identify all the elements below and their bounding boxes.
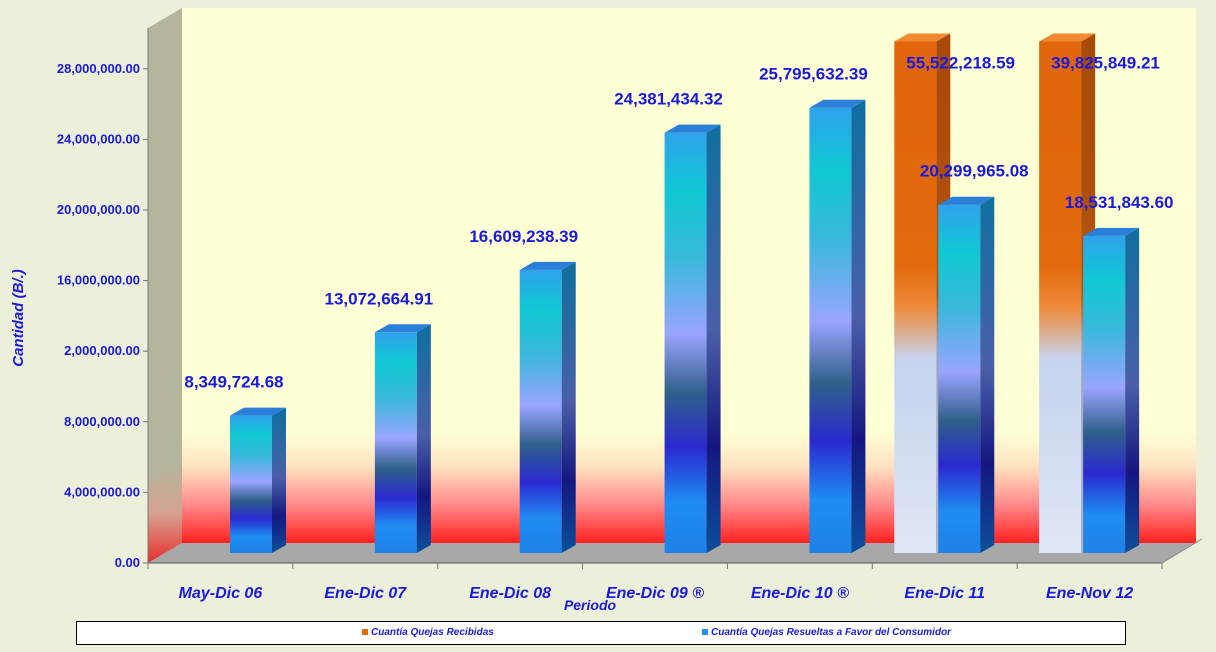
y-tick-label: 0.00: [115, 555, 140, 570]
data-label-received: 39,825,849.21: [1051, 53, 1160, 72]
bar-received-front: [894, 41, 937, 553]
bar-resolved: [809, 99, 866, 553]
bar-received-front: [1039, 41, 1082, 553]
bar-resolved: [1083, 227, 1140, 553]
y-tick-label: 20,000,000.00: [57, 202, 140, 217]
bar-resolved-side: [416, 324, 431, 553]
bar-resolved-side: [706, 124, 721, 553]
data-label-resolved: 18,531,843.60: [1065, 193, 1174, 212]
legend-label-resolved: Cuantía Quejas Resueltas a Favor del Con…: [711, 627, 952, 638]
x-axis-title: Periodo: [564, 597, 617, 613]
y-tick-label: 4,000,000.00: [64, 484, 140, 499]
bar-resolved-side: [1125, 227, 1140, 553]
legend-item-resolved: Cuantía Quejas Resueltas a Favor del Con…: [702, 627, 951, 638]
legend-item-received: Cuantía Quejas Recibidas: [362, 627, 494, 638]
data-label-resolved: 25,795,632.39: [759, 65, 868, 84]
data-label-resolved: 16,609,238.39: [469, 227, 578, 246]
bars: [230, 33, 1140, 554]
bar-resolved-top: [1083, 227, 1140, 236]
data-label-received: 55,522,218.59: [906, 53, 1015, 72]
legend-label-received: Cuantía Quejas Recibidas: [371, 627, 494, 638]
bar-received-top: [1039, 33, 1096, 42]
floor-right-edge: [1161, 538, 1203, 564]
legend: Cuantía Quejas Recibidas Cuantía Quejas …: [76, 621, 1126, 645]
y-tick-label: 2,000,000.00: [64, 343, 140, 358]
bar-resolved-side: [272, 407, 286, 553]
bar-resolved-top: [664, 124, 721, 133]
data-label-resolved: 13,072,664.91: [324, 289, 433, 308]
bar-resolved-top: [938, 196, 995, 205]
bar-resolved-top: [230, 407, 286, 416]
data-label-resolved: 20,299,965.08: [920, 162, 1029, 181]
bar-resolved-front: [938, 204, 981, 553]
bar-resolved-front: [374, 332, 417, 553]
x-tick-label: May-Dic 06: [179, 585, 263, 602]
y-tick-label: 8,000,000.00: [64, 414, 140, 429]
bar-resolved: [230, 407, 286, 553]
bar-resolved-side: [980, 196, 995, 553]
x-tick-label: Ene-Dic 09 ®: [606, 585, 704, 602]
side-wall: [148, 8, 182, 563]
side-wall-glow: [148, 463, 182, 563]
bar-resolved-front: [230, 415, 272, 553]
y-tick-label: 16,000,000.00: [57, 273, 140, 288]
y-tick-label: 24,000,000.00: [57, 131, 140, 146]
bar-resolved-front: [519, 269, 562, 553]
bar-resolved: [519, 261, 576, 553]
legend-swatch-orange-icon: [362, 629, 368, 636]
bar-resolved-front: [664, 132, 707, 554]
data-label-resolved: 8,349,724.68: [184, 373, 283, 392]
data-label-resolved: 24,381,434.32: [614, 90, 723, 109]
data-labels: 8,349,724.68 13,072,664.91 16,609,238.39 24…: [184, 53, 1173, 391]
bar-received: [1039, 33, 1096, 553]
legend-swatch-blue-icon: [702, 629, 708, 636]
bar-resolved: [374, 324, 431, 553]
bar-resolved: [938, 196, 995, 553]
bar-resolved: [664, 124, 721, 554]
x-tick-label: Ene-Dic 08: [469, 585, 551, 602]
bar-resolved-side: [561, 261, 576, 553]
x-tick-label: Ene-Nov 12: [1046, 585, 1133, 602]
bar-resolved-top: [809, 99, 866, 108]
y-tick-label: 28,000,000.00: [57, 61, 140, 76]
x-tick-label: Ene-Dic 10 ®: [751, 585, 849, 602]
bar-resolved-side: [851, 99, 866, 553]
y-axis-title: Cantidad (B/.): [10, 269, 27, 367]
bar-resolved-top: [519, 261, 576, 270]
bar-resolved-top: [374, 324, 431, 333]
bar-resolved-front: [809, 107, 852, 553]
axes: 0.00 4,000,000.00 8,000,000.00 2,000,000.00…: [10, 28, 1163, 613]
x-tick-label: Ene-Dic 11: [904, 585, 985, 602]
bar-resolved-front: [1083, 235, 1126, 553]
x-tick-label: Ene-Dic 07: [324, 585, 407, 602]
bar-received-top: [894, 33, 951, 42]
